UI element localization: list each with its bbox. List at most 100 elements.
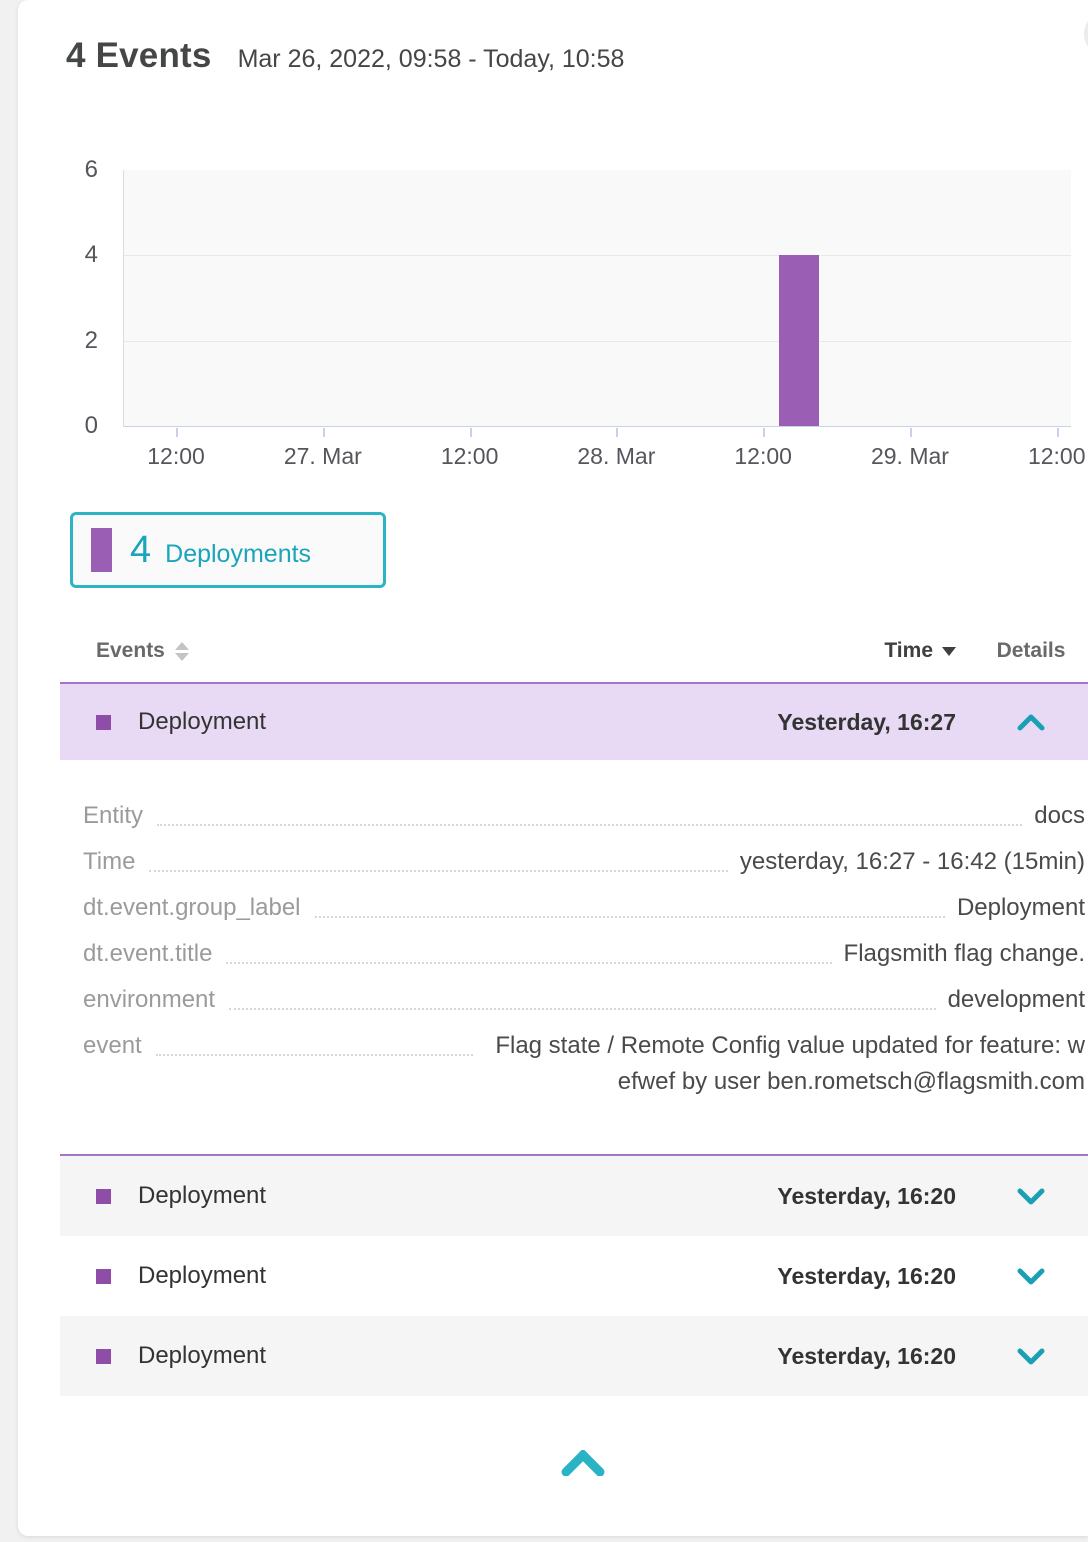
detail-label: dt.event.group_label — [83, 894, 301, 921]
page-header: 4 Events Mar 26, 2022, 09:58 - Today, 10… — [66, 36, 624, 76]
details-cell — [956, 1188, 1088, 1205]
event-type-label: Deployment — [138, 1342, 267, 1369]
event-cell: Deployment — [60, 1342, 716, 1370]
event-row-expanded[interactable]: Deployment Yesterday, 16:27 — [60, 684, 1088, 760]
detail-value: development — [947, 986, 1085, 1013]
detail-row-environment: environment development — [83, 982, 1085, 1018]
deployment-swatch — [96, 1348, 111, 1364]
detail-row-event: event Flag state / Remote Config value u… — [83, 1028, 1085, 1100]
page-title: 4 Events — [66, 36, 212, 75]
legend-label: Deployments — [165, 539, 312, 568]
x-axis-tick — [763, 428, 766, 437]
x-axis-tick — [1056, 428, 1059, 437]
x-axis-label: 29. Mar — [870, 443, 949, 469]
detail-value: Flag state / Remote Config value updated… — [495, 1032, 1085, 1095]
event-row[interactable]: Deployment Yesterday, 16:20 — [60, 1316, 1088, 1396]
info-icon[interactable]: i — [1084, 12, 1088, 56]
x-axis-label: 27. Mar — [283, 443, 362, 469]
detail-value: Flagsmith flag change. — [843, 940, 1085, 967]
event-time: Yesterday, 16:27 — [777, 708, 956, 735]
event-cell: Deployment — [60, 1182, 716, 1210]
event-time: Yesterday, 16:20 — [777, 1342, 956, 1369]
event-type-label: Deployment — [138, 1262, 267, 1289]
date-range: Mar 26, 2022, 09:58 - Today, 10:58 — [237, 45, 625, 73]
event-row[interactable]: Deployment Yesterday, 16:20 — [60, 1236, 1088, 1316]
chevron-down-icon[interactable] — [1017, 1348, 1045, 1365]
gridline — [124, 255, 1071, 257]
chevron-up-large-icon — [561, 1448, 605, 1477]
dotted-leader — [155, 1028, 473, 1056]
details-cell — [956, 714, 1088, 731]
deployments-swatch — [91, 528, 112, 572]
chart-x-axis: 12:00 27. Mar 12:00 28. Mar 12:00 29. Mar 12:0… — [123, 427, 1086, 481]
event-cell: Deployment — [60, 1262, 716, 1290]
deployment-swatch — [96, 1268, 111, 1284]
legend-text: 4 Deployments — [130, 529, 311, 572]
x-axis-tick — [616, 428, 619, 437]
detail-row-entity: Entity docs — [83, 798, 1085, 834]
detail-row-time: Time yesterday, 16:27 - 16:42 (15min) — [83, 844, 1085, 880]
x-axis-label: 12:00 — [1027, 443, 1086, 469]
chart-y-axis: 0 2 4 6 — [54, 156, 98, 439]
deployments-bar[interactable] — [779, 255, 820, 426]
table-header: Events Time Details — [60, 620, 1088, 682]
column-header-events[interactable]: Events — [60, 639, 716, 663]
dotted-leader — [149, 844, 728, 872]
chevron-down-icon[interactable] — [1017, 1188, 1045, 1205]
event-row[interactable]: Deployment Yesterday, 16:20 — [60, 1156, 1088, 1236]
y-axis-label: 2 — [84, 326, 98, 354]
detail-row-title: dt.event.title Flagsmith flag change. — [83, 936, 1085, 972]
detail-label: environment — [83, 986, 216, 1013]
detail-value: yesterday, 16:27 - 16:42 (15min) — [739, 848, 1085, 875]
gridline — [124, 340, 1071, 342]
x-axis-tick — [322, 428, 325, 437]
dotted-leader — [226, 936, 832, 964]
detail-label: Time — [83, 848, 136, 875]
event-type-label: Deployment — [138, 1182, 267, 1209]
legend-deployments[interactable]: 4 Deployments — [70, 512, 386, 588]
sort-caret-down-icon — [942, 646, 956, 656]
detail-label: event — [83, 1032, 142, 1059]
detail-value: Deployment — [956, 894, 1085, 921]
collapse-panel-button[interactable] — [561, 1448, 605, 1477]
y-axis-label: 4 — [84, 241, 98, 269]
x-axis-tick — [909, 428, 912, 437]
detail-label: Entity — [83, 802, 144, 829]
event-cell: Deployment — [60, 708, 716, 736]
events-table: Events Time Details Deployment Yesterday… — [60, 620, 1088, 1396]
event-details: Entity docs Time yesterday, 16:27 - 16:4… — [60, 760, 1088, 1154]
time-column-label: Time — [884, 639, 933, 662]
expanded-event-group: Deployment Yesterday, 16:27 Entity docs — [60, 682, 1088, 1156]
event-time: Yesterday, 16:20 — [777, 1262, 956, 1289]
dotted-leader — [157, 798, 1023, 826]
dotted-leader — [314, 890, 945, 918]
x-axis-label: 12:00 — [147, 443, 205, 469]
chevron-down-icon[interactable] — [1017, 1268, 1045, 1285]
column-header-time[interactable]: Time — [884, 639, 956, 663]
x-axis-tick — [469, 428, 472, 437]
y-axis-label: 0 — [84, 412, 98, 439]
column-header-details: Details — [996, 639, 1066, 662]
chevron-up-icon[interactable] — [1017, 714, 1045, 731]
event-type-label: Deployment — [138, 708, 267, 735]
x-axis-label: 12:00 — [734, 443, 792, 469]
sort-icon[interactable] — [174, 641, 189, 661]
detail-value: docs — [1034, 802, 1085, 829]
y-axis-label: 6 — [84, 156, 98, 183]
details-cell — [956, 1268, 1088, 1285]
deployment-swatch — [96, 714, 111, 730]
dotted-leader — [229, 982, 936, 1010]
x-axis-label: 28. Mar — [577, 443, 656, 469]
chart-plot — [123, 170, 1071, 427]
events-column-label: Events — [96, 639, 165, 662]
detail-label: dt.event.title — [83, 940, 213, 967]
legend-count: 4 — [130, 528, 152, 571]
x-axis-tick — [176, 428, 179, 437]
detail-row-group-label: dt.event.group_label Deployment — [83, 890, 1085, 926]
events-card: 4 Events Mar 26, 2022, 09:58 - Today, 10… — [18, 0, 1088, 1536]
event-time: Yesterday, 16:20 — [777, 1182, 956, 1209]
x-axis-label: 12:00 — [440, 443, 499, 469]
deployment-swatch — [96, 1188, 111, 1204]
details-cell — [956, 1348, 1088, 1365]
